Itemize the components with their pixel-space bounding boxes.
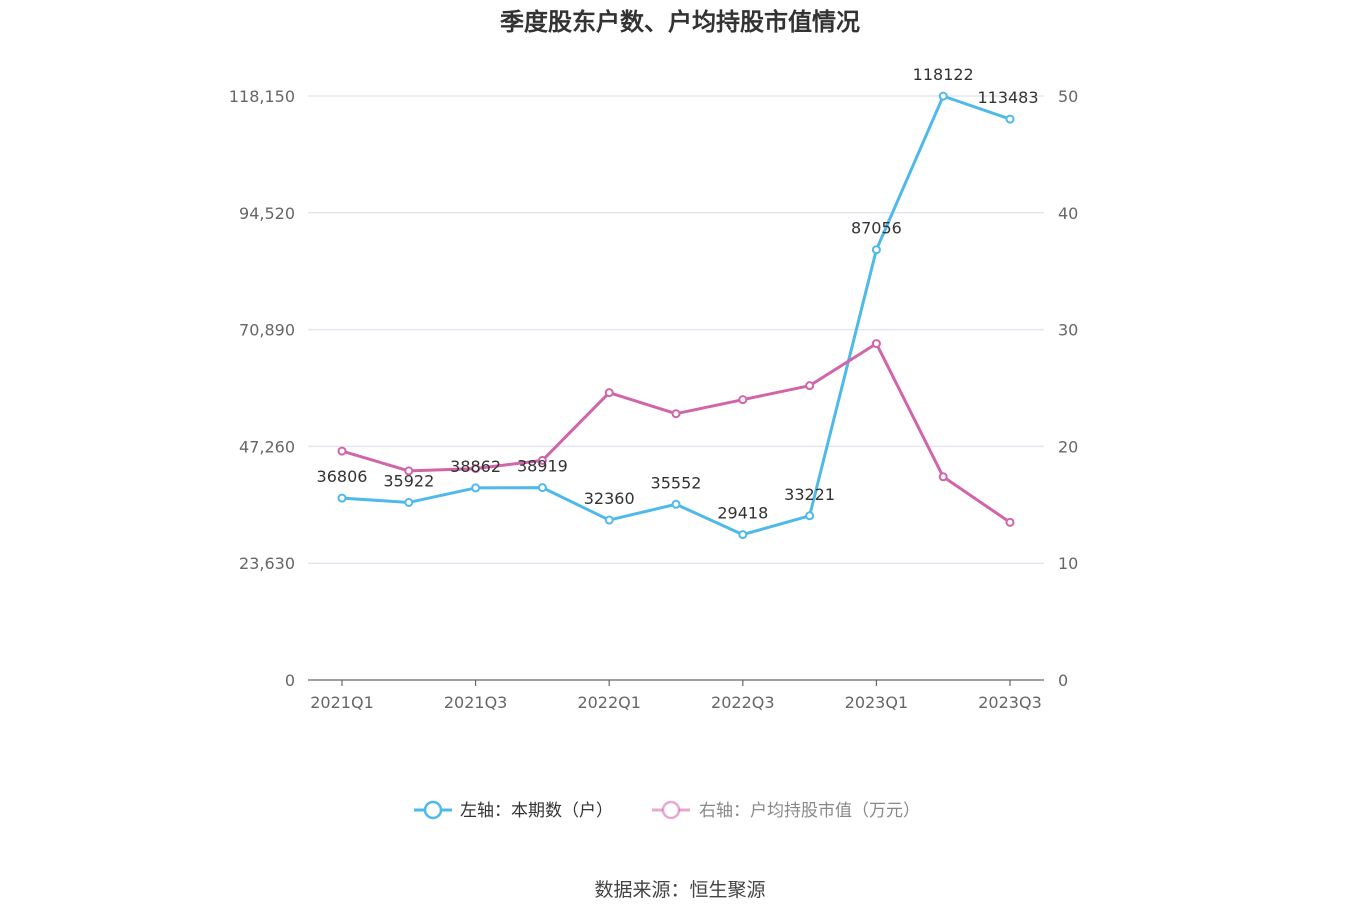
data-point-2 — [404, 466, 414, 476]
y-right-tick-label: 20 — [1058, 437, 1078, 456]
data-point-2 — [1005, 517, 1015, 527]
x-tick-label: 2022Q3 — [711, 693, 775, 712]
data-point-1 — [604, 515, 614, 525]
data-label: 38862 — [450, 457, 501, 476]
data-point-2 — [738, 395, 748, 405]
data-label: 32360 — [584, 489, 635, 508]
data-labels: 36806 35922 38862 38919 32360 35552 29418 33221… — [317, 65, 1039, 522]
data-label: 87056 — [851, 219, 902, 238]
data-point-2 — [537, 455, 547, 465]
data-point-1 — [1005, 114, 1015, 124]
x-tick-label: 2021Q3 — [444, 693, 508, 712]
legend-label: 左轴：本期数（户） — [460, 801, 613, 821]
data-point-1 — [671, 499, 681, 509]
legend-item-1[interactable]: 左轴：本期数（户） — [414, 800, 613, 821]
data-point-2 — [938, 472, 948, 482]
data-label: 29418 — [717, 504, 768, 523]
legend: 左轴：本期数（户） 右轴：户均持股市值（万元） — [414, 800, 920, 821]
data-label: 36806 — [317, 467, 368, 486]
data-label: 35922 — [383, 471, 434, 490]
legend-label: 右轴：户均持股市值（万元） — [699, 801, 920, 821]
y-left-tick-label: 118,150 — [229, 87, 295, 106]
x-tick-label: 2022Q1 — [577, 693, 641, 712]
axes: 0 23,630 47,260 70,890 94,520 118,150 0 10 20 30 4… — [229, 87, 1079, 712]
data-label: 33221 — [784, 485, 835, 504]
data-label: 38919 — [517, 457, 568, 476]
legend-swatch-marker — [661, 800, 681, 820]
y-left-tick-label: 0 — [285, 671, 295, 690]
y-left-tick-label: 94,520 — [239, 204, 295, 223]
data-point-1 — [337, 493, 347, 503]
y-left-tick-label: 23,630 — [239, 554, 295, 573]
legend-item-2[interactable]: 右轴：户均持股市值（万元） — [652, 800, 920, 821]
data-point-1 — [805, 511, 815, 521]
series — [337, 91, 1015, 540]
chart-title: 季度股东户数、户均持股市值情况 — [500, 8, 860, 36]
y-right-tick-label: 40 — [1058, 204, 1078, 223]
x-tick-label: 2021Q1 — [310, 693, 374, 712]
data-point-1 — [471, 483, 481, 493]
y-left-tick-label: 47,260 — [239, 437, 295, 456]
legend-swatch-marker — [423, 800, 443, 820]
x-tick-label: 2023Q1 — [845, 693, 909, 712]
data-point-2 — [471, 464, 481, 474]
data-point-2 — [671, 409, 681, 419]
y-right-tick-label: 10 — [1058, 554, 1078, 573]
data-point-2 — [805, 381, 815, 391]
y-right-tick-label: 30 — [1058, 321, 1078, 340]
grid — [308, 95, 1044, 564]
data-label: 118122 — [913, 65, 974, 84]
y-right-tick-label: 0 — [1058, 671, 1068, 690]
y-right-tick-label: 50 — [1058, 87, 1078, 106]
source-note: 数据来源：恒生聚源 — [594, 879, 765, 901]
data-label: 113483 — [977, 88, 1038, 107]
x-tick-label: 2023Q3 — [978, 693, 1042, 712]
data-point-1 — [871, 245, 881, 255]
data-point-1 — [404, 497, 414, 507]
data-point-1 — [938, 91, 948, 101]
y-left-tick-label: 70,890 — [239, 321, 295, 340]
data-point-1 — [537, 483, 547, 493]
data-point-1 — [738, 530, 748, 540]
data-point-2 — [337, 446, 347, 456]
data-label: 35552 — [651, 473, 702, 492]
data-point-2 — [871, 339, 881, 349]
data-point-2 — [604, 388, 614, 398]
